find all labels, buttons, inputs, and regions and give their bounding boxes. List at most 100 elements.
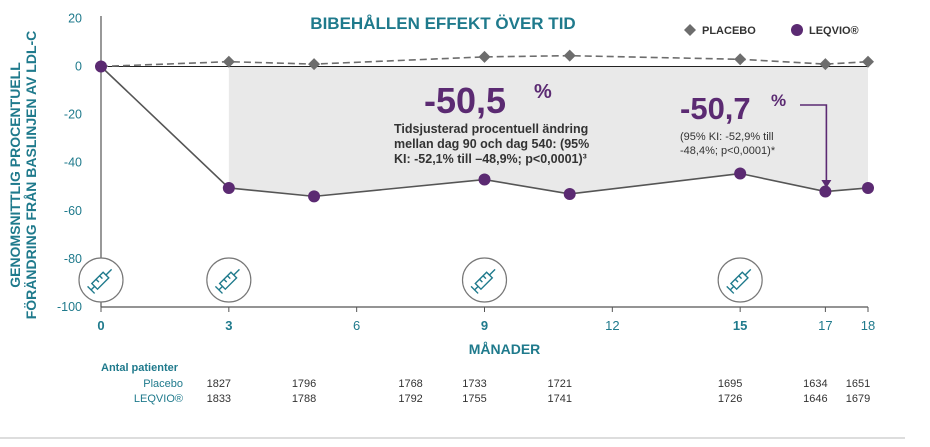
patients-row-label: Placebo bbox=[143, 378, 183, 390]
leqvio-point bbox=[478, 173, 491, 186]
y-tick-label: 0 bbox=[75, 60, 82, 74]
patients-count: 1796 bbox=[292, 378, 316, 390]
syringe-icon-circle bbox=[206, 257, 252, 303]
end-effect-note: -48,4%; p<0,0001)* bbox=[680, 145, 776, 157]
syringe-barrel bbox=[474, 271, 494, 291]
patients-row-label: LEQVIO® bbox=[134, 393, 183, 405]
main-effect-note: Tidsjusterad procentuell ändring bbox=[394, 122, 588, 136]
placebo-point bbox=[222, 55, 235, 68]
y-tick-label: -20 bbox=[64, 108, 82, 122]
main-effect-percent: % bbox=[534, 81, 552, 103]
patients-count: 1721 bbox=[547, 378, 571, 390]
syringe-icon-body bbox=[87, 268, 113, 294]
syringe-barrel bbox=[218, 271, 238, 291]
syringe-plunger bbox=[474, 285, 479, 291]
patients-count: 1833 bbox=[207, 393, 231, 405]
patients-count: 1827 bbox=[207, 378, 231, 390]
placebo-point bbox=[308, 58, 321, 71]
placebo-point bbox=[563, 49, 576, 62]
y-axis-label-line1: GENOMSNITTLIG PROCENTUELL bbox=[7, 62, 23, 288]
syringe-plunger bbox=[90, 285, 96, 291]
legend-placebo-label: PLACEBO bbox=[702, 25, 756, 37]
legend-leqvio-label: LEQVIO® bbox=[809, 25, 859, 37]
syringe-needle bbox=[488, 268, 496, 276]
leqvio-point bbox=[95, 60, 107, 73]
main-effect-note: KI: -52,1% till –48,9%; p<0,0001)³ bbox=[394, 152, 587, 166]
chart-title: BIBEHÅLLEN EFFEKT ÖVER TID bbox=[310, 14, 575, 33]
y-tick-label: -100 bbox=[57, 300, 82, 314]
syringe-needle bbox=[744, 268, 752, 276]
syringe-needle bbox=[233, 268, 240, 276]
syringe-tick bbox=[482, 275, 487, 280]
syringe-tick bbox=[95, 278, 100, 283]
syringe-tick bbox=[734, 278, 739, 283]
leqvio-point bbox=[308, 190, 321, 203]
end-effect-percent: % bbox=[771, 91, 786, 110]
placebo-line bbox=[100, 54, 869, 68]
patients-table-header: Antal patienter bbox=[101, 362, 179, 374]
syringe-tick bbox=[226, 275, 231, 280]
syringe-plunger-head bbox=[214, 285, 223, 294]
syringe-tick bbox=[738, 275, 743, 280]
leqvio-line bbox=[100, 65, 869, 198]
syringe-icon-circle bbox=[461, 257, 508, 303]
patients-count: 1651 bbox=[846, 378, 870, 390]
syringe-plunger-head bbox=[87, 285, 96, 294]
y-tick-label: -40 bbox=[64, 156, 82, 170]
syringe-plunger-head bbox=[470, 285, 479, 294]
syringe-tick bbox=[223, 278, 228, 283]
x-tick-label: 9 bbox=[481, 318, 488, 333]
treatment-difference-area bbox=[228, 66, 869, 197]
leqvio-point bbox=[222, 181, 235, 194]
annotation-arrow bbox=[800, 104, 828, 185]
patients-count: 1755 bbox=[462, 393, 486, 405]
end-effect-note: (95% KI: -52,9% till bbox=[680, 131, 774, 143]
main-effect-value: -50,5 bbox=[424, 80, 506, 121]
x-tick-label: 0 bbox=[97, 318, 104, 333]
patients-count: 1695 bbox=[718, 378, 742, 390]
patients-count: 1741 bbox=[547, 393, 571, 405]
main-effect-note: mellan dag 90 och dag 540: (95% bbox=[394, 137, 589, 151]
leqvio-point bbox=[563, 187, 576, 200]
syringe-icon-body bbox=[214, 268, 240, 294]
syringe-icon-circle bbox=[78, 257, 124, 303]
syringe-icon bbox=[78, 257, 124, 303]
patients-count: 1788 bbox=[292, 393, 316, 405]
patients-count: 1733 bbox=[462, 378, 486, 390]
end-effect-value: -50,7 bbox=[680, 91, 751, 126]
syringe-icon bbox=[461, 257, 508, 303]
patients-count: 1792 bbox=[398, 393, 422, 405]
placebo-point bbox=[819, 58, 832, 71]
x-tick-label: 6 bbox=[353, 318, 360, 333]
annotation-arrowhead bbox=[821, 180, 832, 188]
leqvio-point bbox=[819, 185, 832, 198]
syringe-icon bbox=[206, 257, 252, 303]
syringe-icon-circle bbox=[717, 257, 763, 303]
legend-placebo-marker bbox=[684, 24, 696, 36]
x-tick-label: 18 bbox=[861, 318, 875, 333]
y-axis-label-line2: FÖRÄNDRING FRÅN BASLINJEN AV LDL-C bbox=[23, 31, 39, 320]
patients-count: 1679 bbox=[846, 393, 870, 405]
syringe-icon-body bbox=[470, 268, 496, 294]
patients-count: 1726 bbox=[718, 393, 742, 405]
syringe-plunger bbox=[729, 285, 735, 291]
leqvio-point bbox=[734, 167, 747, 180]
syringe-tick bbox=[479, 278, 483, 283]
x-tick-label: 15 bbox=[733, 318, 747, 333]
syringe-icon bbox=[717, 257, 763, 303]
syringe-tick bbox=[99, 275, 103, 280]
syringe-barrel bbox=[90, 271, 110, 291]
placebo-point bbox=[478, 50, 491, 63]
x-tick-label: 17 bbox=[818, 318, 832, 333]
legend-leqvio-marker bbox=[791, 24, 803, 36]
patients-count: 1634 bbox=[803, 378, 827, 390]
syringe-needle bbox=[105, 268, 113, 276]
syringe-plunger-head bbox=[726, 285, 735, 294]
placebo-point bbox=[734, 53, 747, 66]
syringe-icon-body bbox=[726, 268, 752, 294]
y-tick-label: -60 bbox=[64, 204, 82, 218]
x-tick-label: 3 bbox=[225, 318, 232, 333]
leqvio-point bbox=[862, 181, 874, 194]
x-tick-label: 12 bbox=[605, 318, 619, 333]
